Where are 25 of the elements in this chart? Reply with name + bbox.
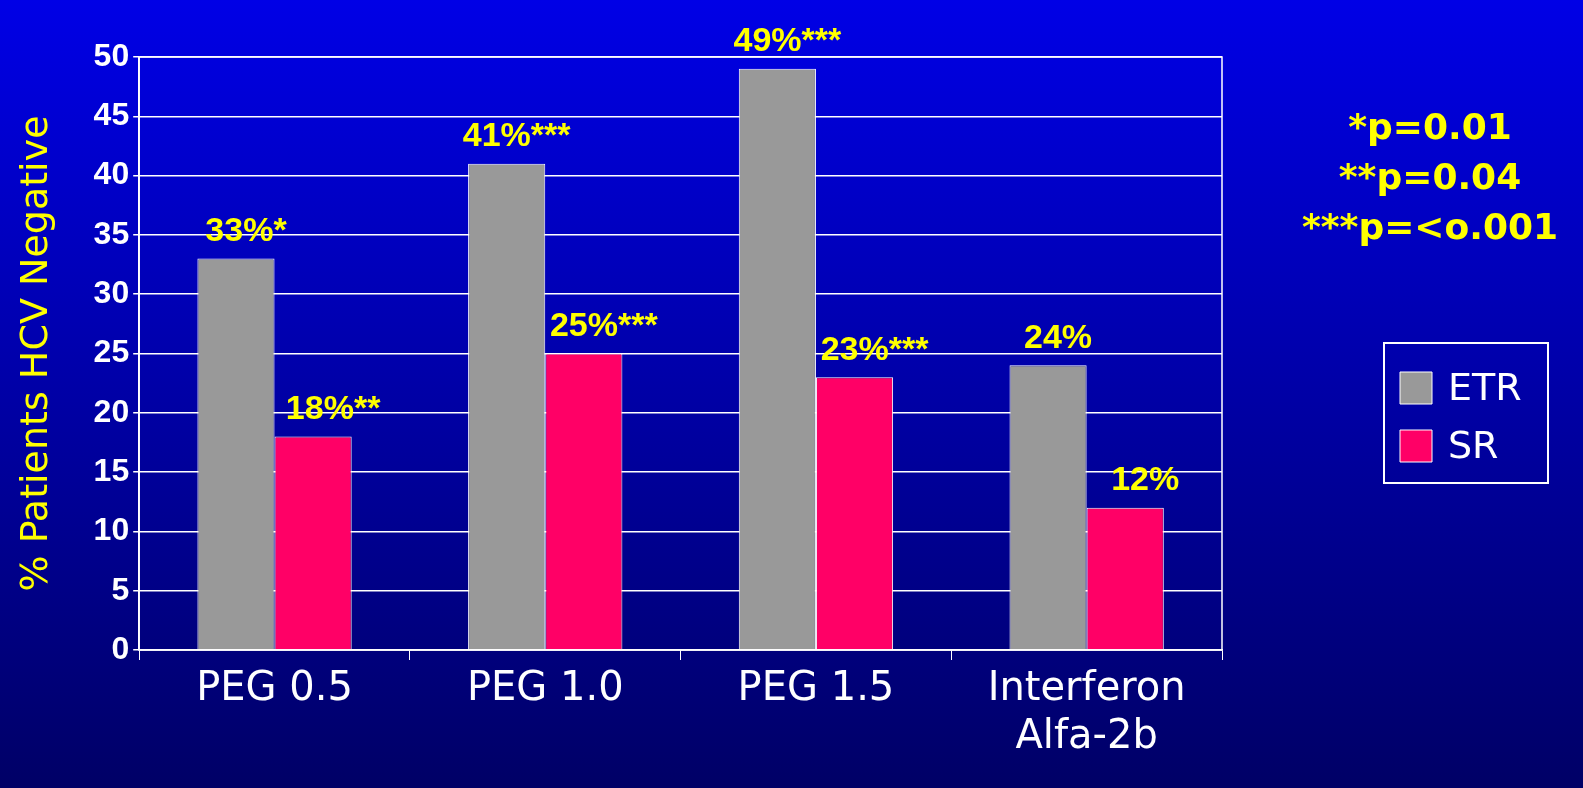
text: **p=0.04 xyxy=(1338,156,1522,198)
y-tick-label: 50 xyxy=(93,36,130,73)
data-label: 49%*** xyxy=(733,20,843,59)
data-label: 24% xyxy=(1024,316,1093,355)
y-tick-label: 20 xyxy=(93,392,130,429)
data-label: 41%*** xyxy=(462,115,572,154)
data-label: 25%*** xyxy=(549,304,659,343)
x-tick-label: Interferon Alfa-2b xyxy=(987,663,1186,758)
text: ***p=<o.001 xyxy=(1301,206,1559,248)
legend-label: ETR xyxy=(1448,364,1522,409)
y-tick-label: 25 xyxy=(93,333,130,370)
x-tick-label: PEG 1.0 xyxy=(466,663,624,710)
y-tick-label: 0 xyxy=(111,629,130,666)
y-tick-label: 10 xyxy=(93,511,130,548)
y-tick-label: 30 xyxy=(93,274,130,311)
legend-label: SR xyxy=(1448,422,1499,467)
text: *p=0.01 xyxy=(1348,106,1512,148)
y-axis-title: % Patients HCV Negative xyxy=(11,115,56,592)
y-tick-label: 35 xyxy=(93,214,130,251)
y-tick-label: 40 xyxy=(93,155,130,192)
y-tick-label: 15 xyxy=(93,451,130,488)
x-tick-label: PEG 0.5 xyxy=(196,663,353,710)
y-tick-label: 5 xyxy=(111,570,130,607)
x-tick-label: PEG 1.5 xyxy=(737,663,895,710)
y-tick-label: 45 xyxy=(93,96,130,133)
